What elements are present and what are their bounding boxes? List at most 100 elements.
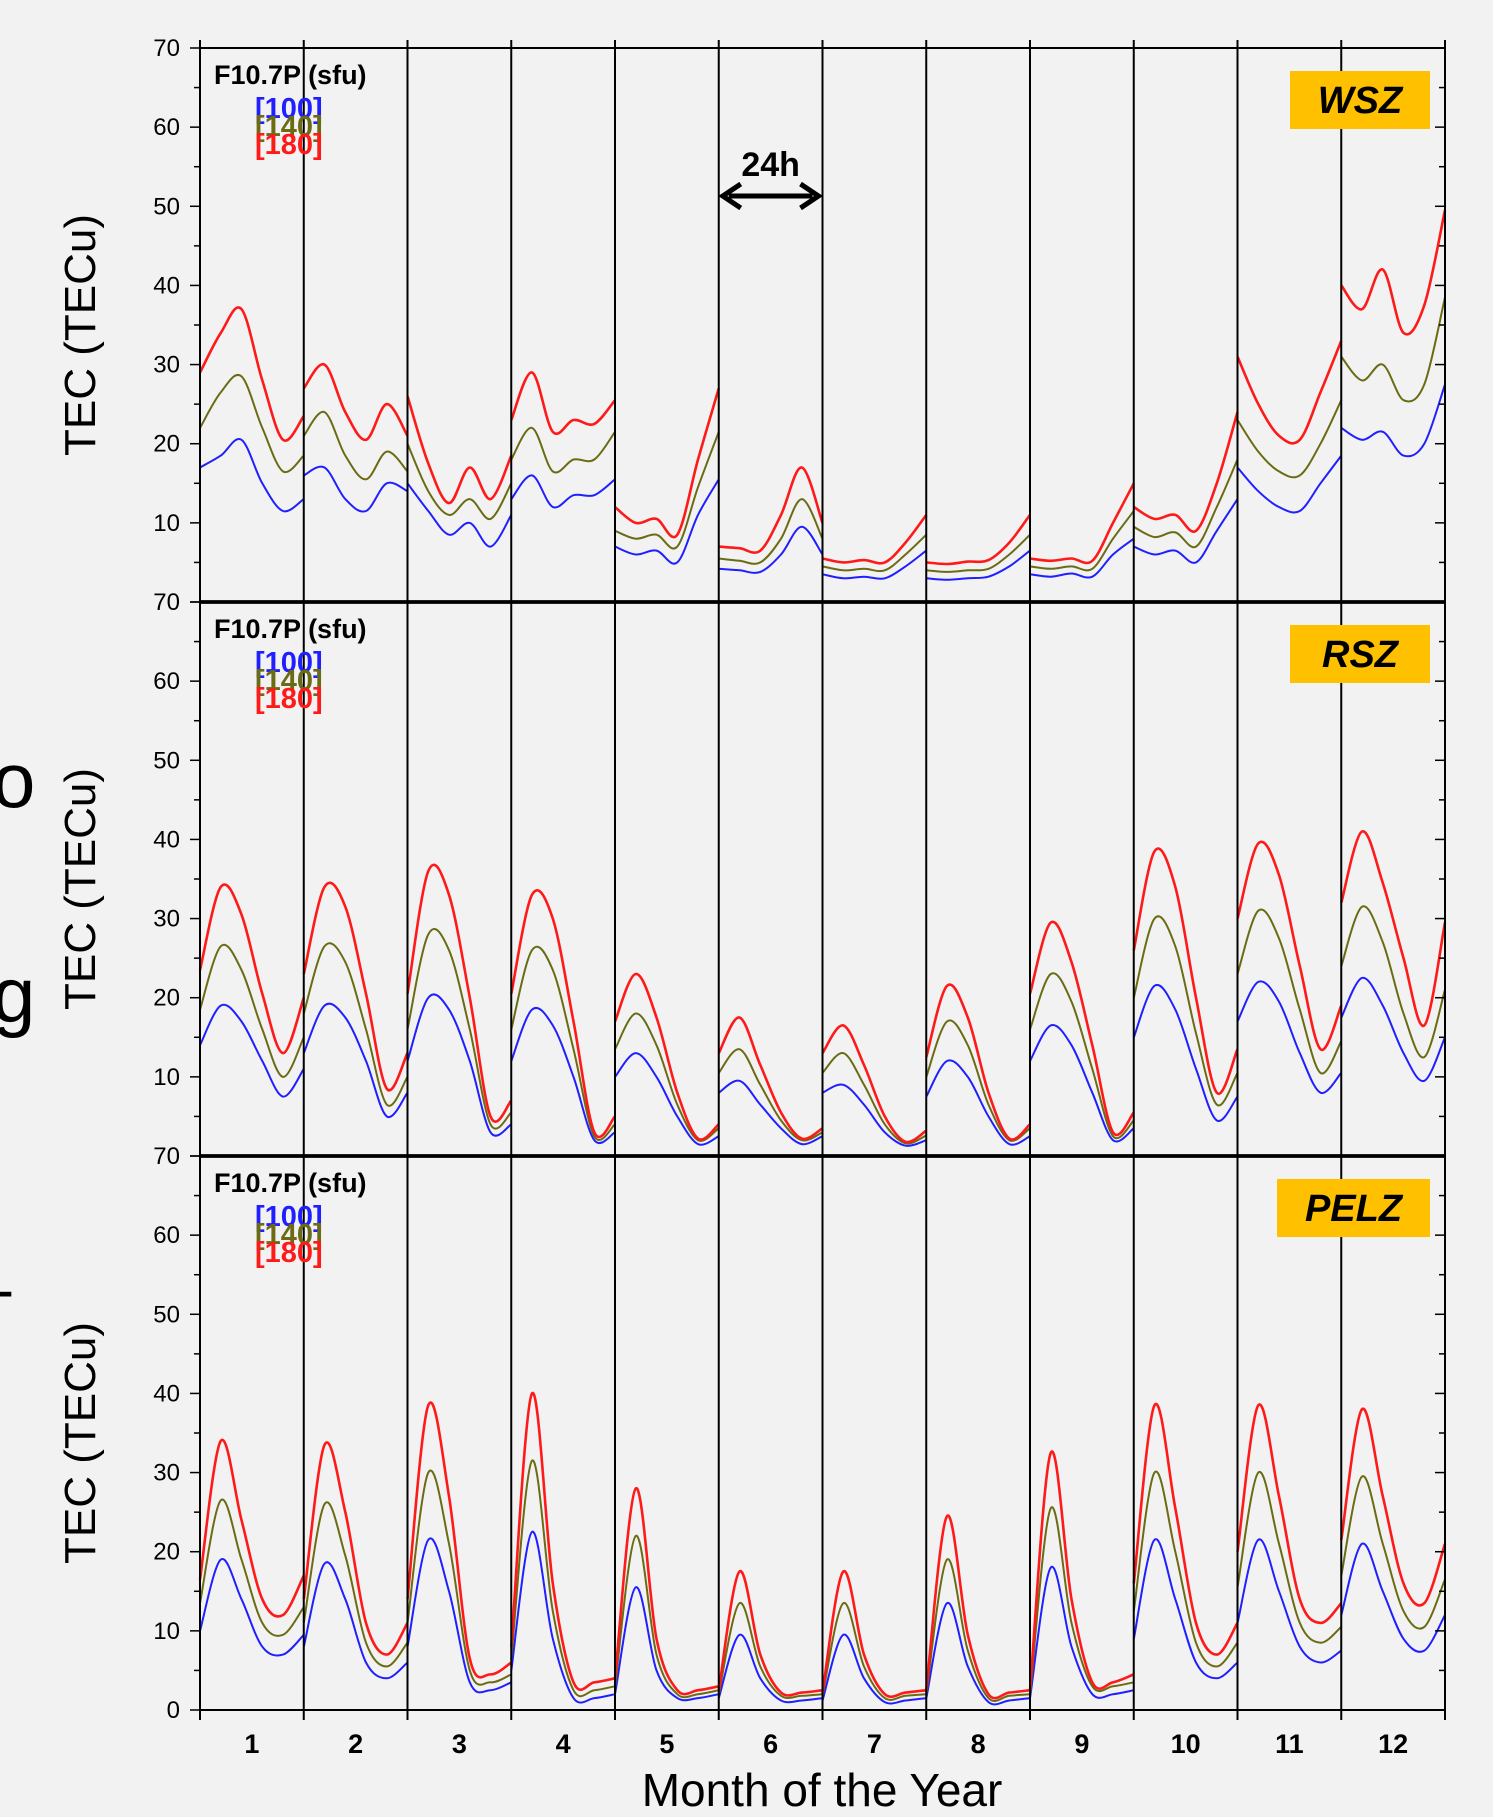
series-line-month-11 [1236,908,1343,1075]
series-line-month-1 [198,306,305,442]
y-tick-label: 60 [153,668,180,695]
y-tick-label: 20 [153,1539,180,1566]
series-line-month-6 [718,1079,823,1146]
series-line-month-2 [302,411,409,481]
series-line-month-2 [302,942,409,1107]
legend-entry-100: [100] [255,647,323,679]
annotation-arrow-left-head [718,181,743,211]
series-line-month-1 [199,1003,305,1098]
station-label: PELZ [1305,1188,1404,1230]
y-tick-label: 40 [153,1380,180,1407]
legend-entry-180: [180] [255,1237,323,1269]
legend-entry-140: [140] [255,665,323,697]
series-line-month-7 [822,1083,927,1147]
edge-glyph-1: o [0,736,36,824]
series-180 [198,1392,1447,1700]
y-tick-label: 30 [153,352,180,379]
y-axis-label: TEC (TECu) [56,214,105,456]
y-tick-label: 10 [153,1064,180,1091]
legend-title: F10.7P (sfu) [214,614,367,644]
series-line-month-4 [510,371,617,435]
series-line-month-8 [926,549,1031,581]
series-line-month-6 [718,525,824,574]
series-line-month-11 [1236,399,1343,479]
series-line-month-10 [1133,459,1239,549]
series-line-month-3 [406,863,513,1123]
series-line-month-5 [614,431,720,550]
series-line-month-6 [717,1016,824,1141]
series-line-month-12 [1340,1542,1446,1653]
y-tick-label: 30 [153,906,180,933]
series-line-month-5 [614,478,720,565]
series-line-month-10 [1132,1470,1239,1668]
x-tick-label: 8 [971,1729,986,1759]
series-line-month-3 [406,395,513,505]
series-line-month-12 [1340,1407,1447,1607]
series-180 [198,830,1447,1144]
series-line-month-4 [510,426,616,474]
y-axis-label: TEC (TECu) [56,1322,105,1564]
series-line-month-7 [822,549,927,580]
series-line-month-6 [718,466,824,554]
series-100 [199,976,1446,1147]
series-line-month-7 [821,1570,927,1698]
series-line-month-7 [822,514,928,565]
series-line-month-5 [613,972,720,1141]
series-line-month-4 [510,1530,616,1704]
series-100 [199,1530,1446,1706]
series-line-month-1 [199,943,305,1078]
x-tick-label: 1 [244,1729,259,1759]
legend-entry-180: [180] [255,683,323,715]
legend-entry-140: [140] [255,111,323,143]
series-line-month-12 [1340,976,1446,1082]
series-line-month-8 [925,983,1031,1141]
series-line-month-11 [1236,980,1343,1094]
series-line-month-9 [1029,510,1135,572]
station-label: WSZ [1318,80,1404,122]
series-line-month-9 [1028,1450,1135,1691]
series-line-month-5 [614,1586,719,1702]
series-line-month-11 [1236,840,1343,1051]
y-tick-label: 50 [153,193,180,220]
series-line-month-12 [1340,209,1447,336]
series-line-month-9 [1029,972,1135,1140]
y-tick-label: 20 [153,431,180,458]
series-180 [198,209,1447,566]
legend-title: F10.7P (sfu) [214,1168,367,1198]
x-axis: 1 2 3 4 5 6 7 8 9 10 11 12 [199,40,1446,1759]
series-line-month-2 [303,465,408,513]
series-line-month-1 [199,374,305,474]
series-line-month-5 [613,1487,720,1696]
series-line-month-4 [510,1392,616,1692]
y-tick-label: 40 [153,826,180,853]
series-line-month-10 [1132,915,1239,1107]
annotation-arrow-right-head [799,181,824,211]
series-line-month-11 [1236,1403,1343,1625]
series-line-month-10 [1132,1402,1239,1656]
panel-rsz: 10 20 30 40 50 60 70 TEC (TECu) F10.7P (sfu)[100… [56,589,1447,1158]
series-line-month-4 [510,945,616,1141]
series-line-month-6 [718,498,824,565]
series-line-month-7 [821,1633,927,1705]
series-line-month-3 [406,928,513,1130]
series-140 [199,1459,1446,1702]
x-tick-label: 6 [763,1729,778,1759]
series-line-month-5 [614,387,721,539]
series-line-month-2 [302,1002,409,1119]
series-line-month-12 [1340,830,1447,1027]
series-line-month-3 [406,1401,513,1679]
x-tick-label: 9 [1074,1729,1089,1759]
y-tick-label: 60 [153,114,180,141]
station-badge [1277,1179,1430,1237]
series-line-month-1 [199,437,305,513]
series-line-month-6 [717,1570,823,1697]
series-line-month-8 [925,1059,1031,1146]
series-line-month-11 [1236,1538,1342,1664]
y-tick-label: 10 [153,510,180,537]
station-badge [1290,71,1430,129]
x-tick-label: 10 [1171,1729,1201,1759]
x-tick-label: 11 [1275,1729,1304,1759]
legend-entry-180: [180] [255,129,323,161]
series-line-month-4 [510,474,616,509]
